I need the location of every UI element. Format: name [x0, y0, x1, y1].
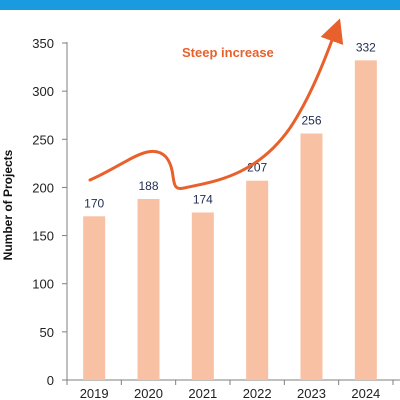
- bar-2022: [246, 180, 269, 380]
- y-tick-label: 50: [40, 325, 54, 340]
- data-label-2020: 188: [138, 179, 158, 193]
- header-band: [0, 0, 400, 10]
- trend-arrow: [88, 18, 344, 190]
- y-tick-label: 300: [32, 84, 54, 99]
- y-tick-label: 250: [32, 132, 54, 147]
- y-tick-label: 100: [32, 277, 54, 292]
- y-tick-label: 0: [47, 373, 54, 388]
- bar-2020: [137, 198, 160, 380]
- bar-2021: [191, 212, 214, 380]
- x-axis-ticks: 2019 2020 2021 2022 2023 2024: [66, 380, 394, 400]
- x-tick-label-2022: 2022: [243, 386, 272, 400]
- x-tick-label-2021: 2021: [188, 386, 217, 400]
- trend-annotation: Steep increase: [182, 45, 274, 60]
- x-tick-label-2019: 2019: [80, 386, 109, 400]
- data-label-2024: 332: [356, 40, 376, 54]
- data-label-2019: 170: [84, 196, 104, 210]
- x-tick-label-2023: 2023: [297, 386, 326, 400]
- bar-2019: [83, 216, 106, 380]
- x-tick-label-2024: 2024: [351, 386, 380, 400]
- y-tick-label: 150: [32, 229, 54, 244]
- x-tick-label-2020: 2020: [134, 386, 163, 400]
- y-axis-ticks: 0 50 100 150 200 250 300 350: [32, 36, 67, 388]
- bar-2024: [354, 60, 377, 381]
- data-label-2021: 174: [193, 192, 213, 206]
- y-axis-title: Number of Projects: [1, 149, 15, 260]
- data-label-2023: 256: [301, 114, 321, 128]
- bar-2023: [300, 133, 323, 380]
- bars-group: [83, 60, 377, 381]
- y-tick-label: 200: [32, 180, 54, 195]
- y-tick-label: 350: [32, 36, 54, 51]
